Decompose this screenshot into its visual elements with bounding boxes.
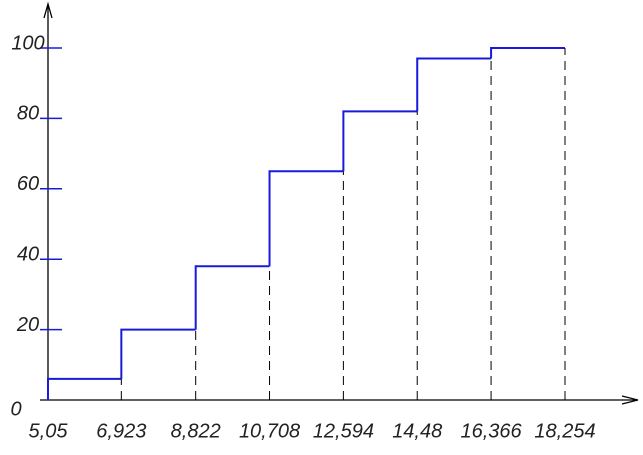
y-tick-label: 80 bbox=[17, 103, 39, 125]
x-tick-label: 5,05 bbox=[29, 420, 69, 442]
y-axis-arrow bbox=[43, 1, 53, 19]
bar bbox=[416, 57, 492, 112]
y-tick-label: 0 bbox=[10, 398, 21, 420]
y-tick-label: 40 bbox=[17, 243, 39, 265]
y-tick-label: 20 bbox=[16, 314, 39, 336]
y-tick-label: 100 bbox=[11, 32, 44, 54]
bar bbox=[194, 265, 270, 330]
x-axis-arrow bbox=[621, 395, 639, 405]
y-tick-label: 60 bbox=[17, 173, 39, 195]
x-tick-label: 16,366 bbox=[460, 420, 522, 442]
x-tick-label: 6,923 bbox=[96, 420, 146, 442]
x-tick-label: 12,594 bbox=[313, 420, 374, 442]
x-tick-label: 10,708 bbox=[239, 420, 300, 442]
x-tick-label: 14,48 bbox=[392, 420, 442, 442]
x-tick-label: 18,254 bbox=[534, 420, 595, 442]
bar bbox=[490, 47, 565, 59]
bar bbox=[47, 377, 122, 400]
bar bbox=[120, 328, 196, 379]
bar bbox=[342, 110, 418, 172]
x-tick-label: 8,822 bbox=[171, 420, 221, 442]
bar bbox=[268, 170, 344, 267]
